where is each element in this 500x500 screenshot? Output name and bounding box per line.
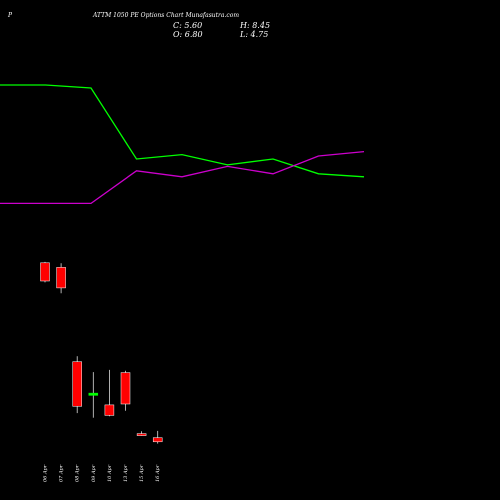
x-tick-label: 16 Apr — [155, 464, 161, 482]
candle-body — [40, 262, 50, 282]
x-tick-label: 15 Apr — [139, 464, 145, 482]
close-value: C: 5.60 — [173, 21, 202, 30]
candle-body — [136, 433, 147, 436]
candle-body — [88, 392, 99, 396]
x-tick-label: 09 Apr — [91, 464, 97, 482]
candle-body — [56, 267, 66, 289]
overlay-lines — [0, 84, 365, 205]
x-axis-labels: 06 Apr 07 Apr 08 Apr 09 Apr 10 Apr 13 Apr 15 A… — [43, 464, 162, 482]
candlesticks — [40, 261, 163, 444]
x-tick-label: 07 Apr — [59, 464, 65, 482]
low-value: L: 4.75 — [239, 30, 268, 39]
x-tick-label: 08 Apr — [75, 464, 81, 482]
candle-body — [152, 437, 163, 443]
x-tick-label: 06 Apr — [43, 464, 49, 482]
candle-body — [120, 372, 131, 405]
chart-title: ATTM 1050 PE Options Chart Munafasutra.c… — [92, 12, 239, 19]
x-tick-label: 10 Apr — [107, 464, 113, 482]
symbol-label: P — [7, 12, 13, 19]
high-value: H: 8.45 — [239, 21, 270, 30]
overlay-line-2 — [0, 150, 365, 205]
open-value: O: 6.80 — [173, 30, 203, 39]
candle-body — [72, 361, 82, 407]
x-tick-label: 13 Apr — [123, 464, 129, 482]
overlay-line-1 — [0, 84, 365, 178]
candle-body — [104, 404, 115, 416]
